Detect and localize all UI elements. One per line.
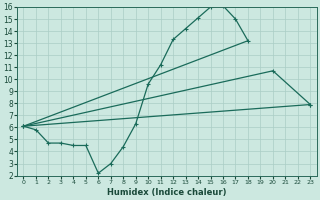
X-axis label: Humidex (Indice chaleur): Humidex (Indice chaleur) [107, 188, 227, 197]
